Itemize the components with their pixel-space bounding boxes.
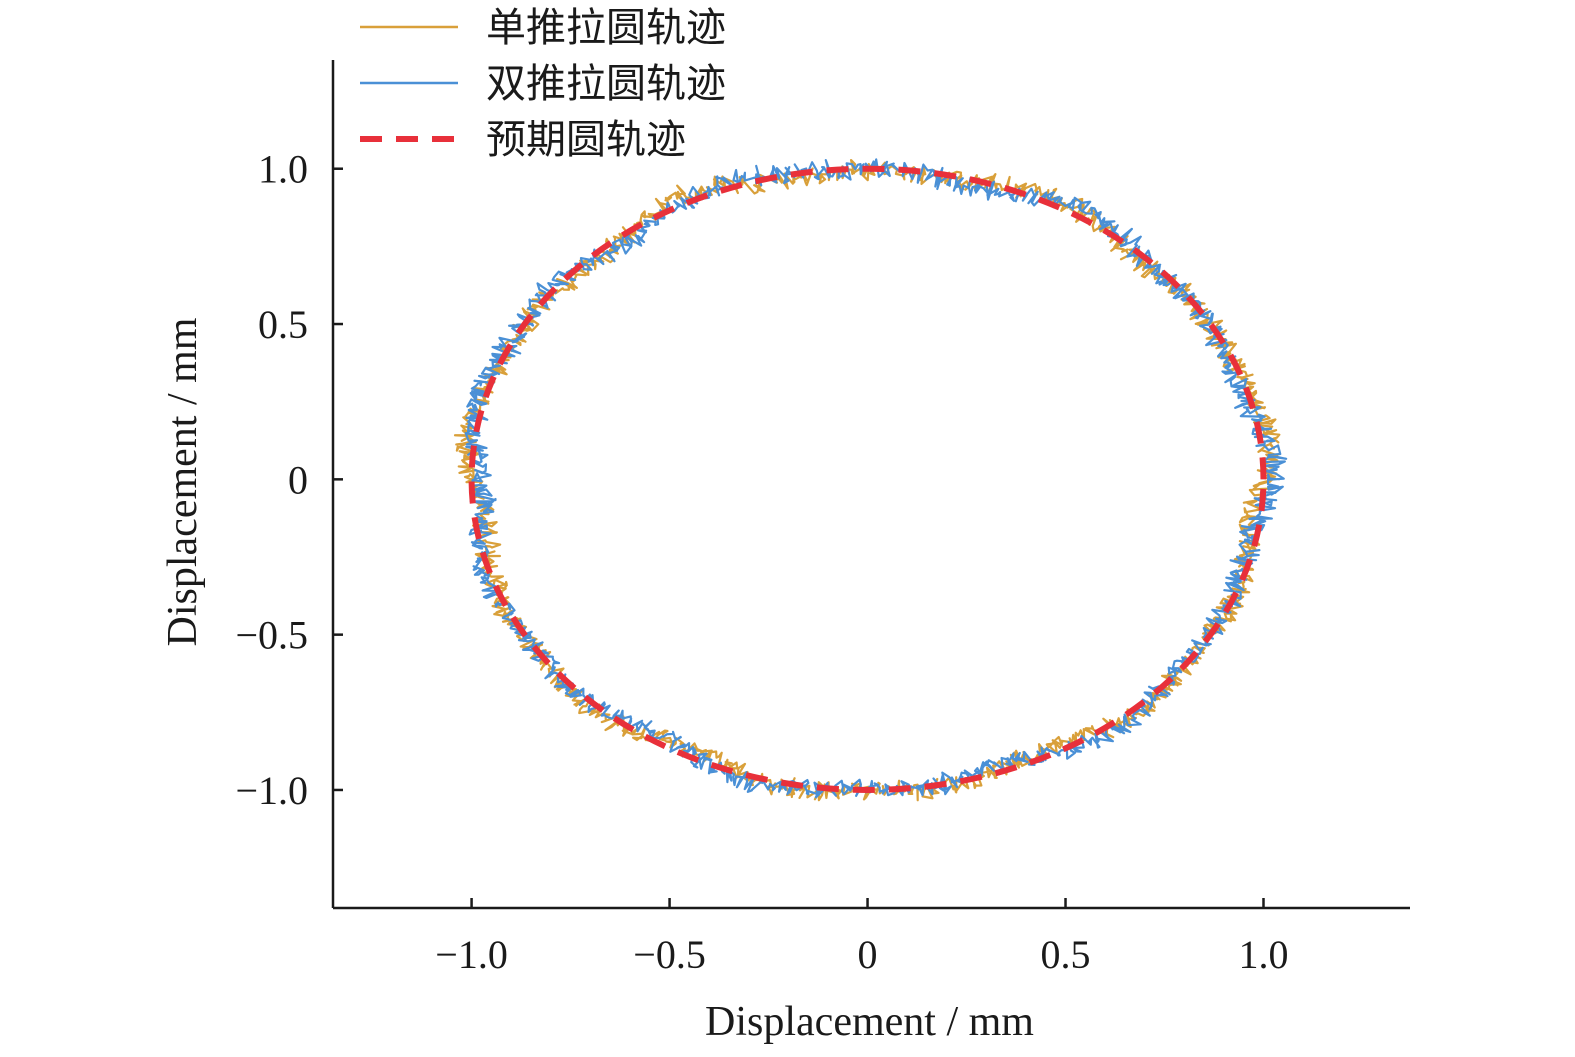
x-tick-label: 0.5: [1041, 932, 1091, 977]
x-tick-label: 1.0: [1238, 932, 1288, 977]
y-tick-label: 1.0: [258, 147, 308, 192]
ticks-layer: −1.0 −0.5 0 0.5 1.0 −1.0 −0.5 0 0.5 1.0: [235, 147, 1288, 977]
x-tick-label: 0: [858, 932, 878, 977]
y-tick-label: 0.5: [258, 302, 308, 347]
y-axis-label: Displacement / mm: [160, 317, 206, 646]
series-double-push-pull: [464, 158, 1288, 799]
axes-layer: [331, 60, 1410, 910]
y-tick-label: −1.0: [235, 768, 308, 813]
legend-label: 双推拉圆轨迹: [486, 61, 726, 107]
x-tick-label: −1.0: [435, 932, 508, 977]
legend-label: 预期圆轨迹: [486, 117, 686, 163]
x-axis-label: Displacement / mm: [705, 999, 1034, 1045]
series-expected-circle: [468, 165, 1267, 793]
legend-label: 单推拉圆轨迹: [486, 5, 726, 51]
y-tick-label: −0.5: [235, 613, 308, 658]
y-tick-label: 0: [288, 457, 308, 502]
series-layer: [453, 158, 1288, 802]
x-tick-label: −0.5: [633, 932, 706, 977]
series-single-push-pull: [453, 158, 1281, 802]
